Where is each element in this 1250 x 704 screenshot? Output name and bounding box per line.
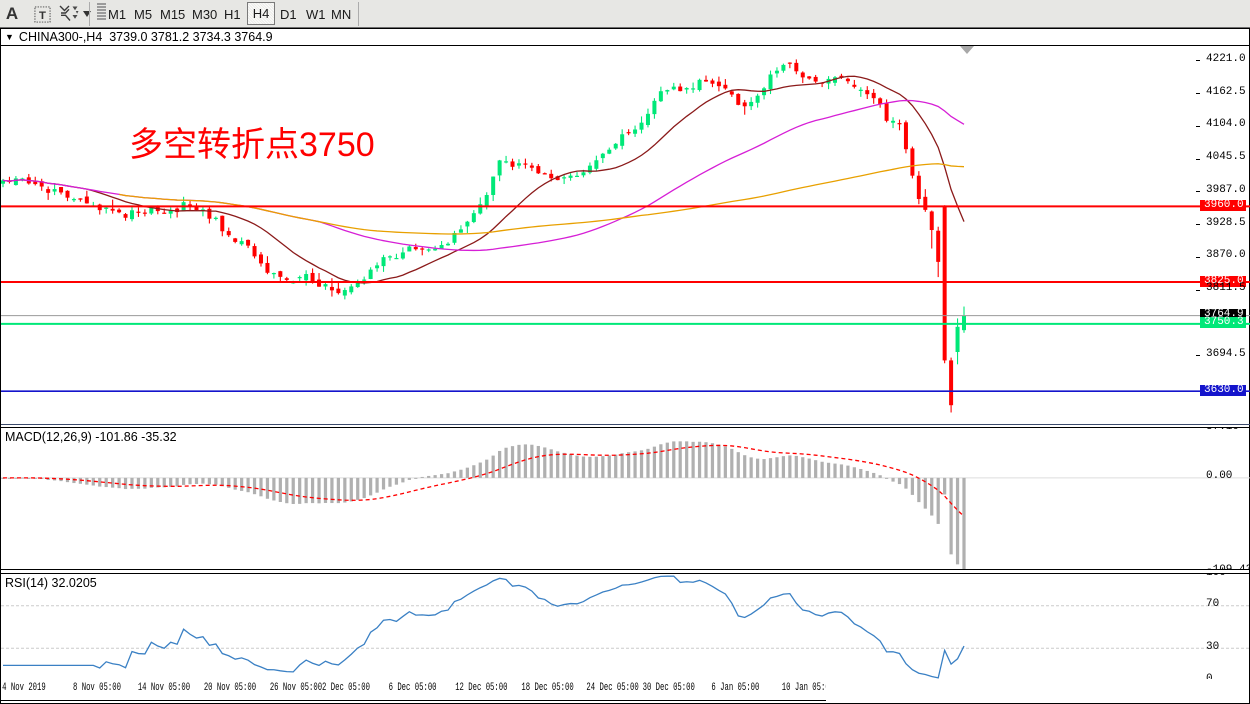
svg-text:T: T (39, 9, 46, 21)
